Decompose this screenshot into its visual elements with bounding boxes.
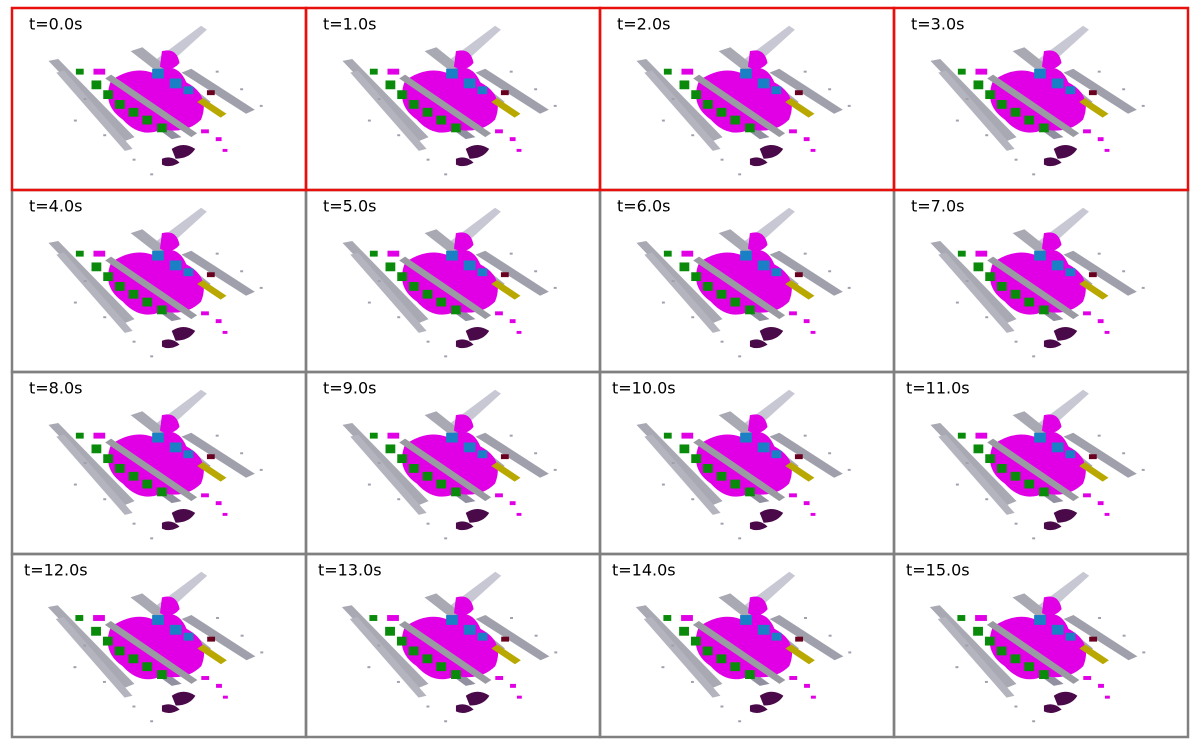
scene-render [635, 571, 852, 723]
panel-label: t=6.0s [617, 197, 670, 216]
panel-label: t=14.0s [612, 561, 676, 580]
panel-border-highlight [892, 6, 1190, 192]
panel-label: t=15.0s [906, 561, 970, 580]
panel-label: t=12.0s [24, 561, 88, 580]
scene-render [48, 25, 263, 176]
scene-render [930, 25, 1145, 176]
scene-render [48, 207, 263, 358]
panel-label: t=4.0s [29, 197, 82, 216]
panel-label: t=1.0s [323, 15, 376, 34]
scene-render [342, 207, 557, 358]
panel-label: t=10.0s [612, 379, 676, 398]
panel-label: t=11.0s [906, 379, 970, 398]
scene-render [636, 25, 851, 176]
panel-label: t=3.0s [911, 15, 964, 34]
panel-label: t=2.0s [617, 15, 670, 34]
scene-render [636, 389, 851, 540]
scene-render [342, 389, 557, 540]
panel-label: t=13.0s [318, 561, 382, 580]
panel-label: t=7.0s [911, 197, 964, 216]
scene-render [341, 571, 558, 723]
panel-label: t=0.0s [29, 15, 82, 34]
panel-border [892, 552, 1190, 739]
scene-render [47, 571, 264, 723]
panel-label: t=5.0s [323, 197, 376, 216]
scene-render [930, 389, 1145, 540]
scene-render [48, 389, 263, 540]
scene-render [930, 207, 1145, 358]
scene-render [636, 207, 851, 358]
panel-label: t=8.0s [29, 379, 82, 398]
scene-render [929, 571, 1146, 723]
panel-label: t=9.0s [323, 379, 376, 398]
scene-render [342, 25, 557, 176]
